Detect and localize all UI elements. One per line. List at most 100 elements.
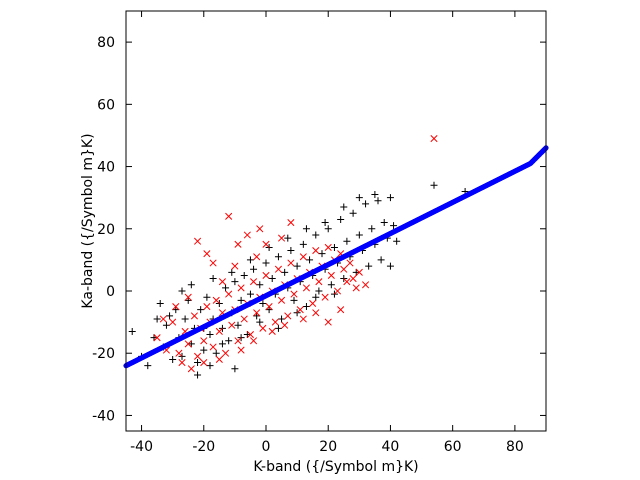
black-plus-point — [321, 219, 329, 227]
black-plus-point — [290, 296, 298, 304]
red-cross-point — [203, 250, 211, 258]
black-plus-point — [228, 268, 236, 276]
black-plus-point — [194, 371, 202, 379]
red-cross-point — [253, 309, 261, 317]
red-cross-point — [296, 306, 304, 314]
black-plus-point — [352, 268, 360, 276]
y-tick-label: -20 — [92, 346, 115, 362]
black-plus-point — [237, 296, 245, 304]
black-plus-point — [178, 287, 186, 295]
red-cross-point — [184, 293, 192, 301]
red-cross-point — [159, 315, 167, 323]
red-cross-point — [215, 355, 223, 363]
black-plus-point — [256, 281, 264, 289]
red-cross-point — [228, 321, 236, 329]
red-cross-point — [315, 278, 323, 286]
red-cross-point — [327, 271, 335, 279]
black-plus-point — [153, 315, 161, 323]
black-plus-point — [144, 362, 152, 370]
black-plus-point — [302, 303, 310, 311]
black-plus-point — [274, 324, 282, 332]
black-plus-point — [250, 265, 258, 273]
red-cross-point — [172, 303, 180, 311]
red-cross-point — [321, 293, 329, 301]
black-plus-point — [281, 268, 289, 276]
black-plus-point — [212, 349, 220, 357]
y-tick-label: 40 — [97, 160, 115, 176]
black-plus-point — [225, 337, 233, 345]
black-plus-point — [259, 299, 267, 307]
black-plus-point — [371, 191, 379, 199]
black-plus-point — [268, 275, 276, 283]
black-plus-point — [150, 334, 158, 342]
black-plus-point — [209, 275, 217, 283]
black-plus-point — [200, 346, 208, 354]
black-plus-point — [278, 315, 286, 323]
black-plus-point — [246, 256, 254, 264]
black-plus-point — [390, 222, 398, 230]
red-cross-point — [231, 262, 239, 270]
red-cross-point — [187, 365, 195, 373]
red-cross-point — [324, 243, 332, 251]
black-plus-point — [187, 281, 195, 289]
black-plus-point — [393, 237, 401, 245]
red-cross-point — [265, 303, 273, 311]
black-plus-point — [374, 197, 382, 205]
red-cross-point — [200, 359, 208, 367]
black-plus-point — [246, 290, 254, 298]
black-plus-point — [340, 203, 348, 211]
y-tick-label: -40 — [92, 408, 115, 424]
black-plus-point — [284, 234, 292, 242]
black-plus-point — [162, 321, 170, 329]
series-1 — [153, 135, 438, 373]
red-cross-point — [302, 284, 310, 292]
red-cross-point — [287, 259, 295, 267]
x-axis-label: K-band ({/Symbol m}K) — [253, 459, 418, 475]
red-cross-point — [343, 278, 351, 286]
black-plus-point — [184, 296, 192, 304]
red-cross-point — [324, 318, 332, 326]
y-tick-label: 20 — [97, 222, 115, 238]
y-tick-label: 60 — [97, 97, 115, 113]
black-plus-point — [355, 194, 363, 202]
red-cross-point — [225, 212, 233, 220]
red-cross-point — [278, 234, 286, 242]
black-plus-point — [156, 299, 164, 307]
red-cross-point — [259, 324, 267, 332]
black-plus-point — [293, 262, 301, 270]
red-cross-point — [340, 265, 348, 273]
black-plus-point — [231, 278, 239, 286]
red-cross-point — [312, 309, 320, 317]
black-plus-point — [315, 287, 323, 295]
red-cross-point — [178, 359, 186, 367]
black-plus-point — [265, 306, 273, 314]
red-cross-point — [209, 343, 217, 351]
black-plus-point — [318, 250, 326, 258]
red-cross-point — [184, 340, 192, 348]
red-cross-point — [349, 275, 357, 283]
black-plus-point — [203, 293, 211, 301]
black-plus-point — [256, 318, 264, 326]
red-cross-point — [271, 318, 279, 326]
black-plus-point — [324, 225, 332, 233]
red-cross-point — [312, 247, 320, 255]
red-cross-point — [430, 135, 438, 143]
black-plus-point — [355, 231, 363, 239]
y-axis-label: Ka-band ({/Symbol m}K) — [80, 133, 96, 308]
black-plus-point — [197, 306, 205, 314]
black-plus-point — [187, 340, 195, 348]
y-tick-label: 0 — [106, 284, 115, 300]
red-cross-point — [203, 303, 211, 311]
red-cross-point — [346, 259, 354, 267]
black-plus-point — [194, 359, 202, 367]
black-plus-point — [169, 355, 177, 363]
black-plus-point — [306, 256, 314, 264]
black-plus-point — [349, 209, 357, 217]
black-plus-point — [312, 231, 320, 239]
red-cross-point — [281, 321, 289, 329]
tick-labels: -40 -20 0 20 40 60 80 -40 -20 0 20 40 60 80 — [92, 35, 524, 455]
red-cross-point — [194, 237, 202, 245]
black-plus-point — [274, 253, 282, 261]
black-plus-point — [327, 281, 335, 289]
